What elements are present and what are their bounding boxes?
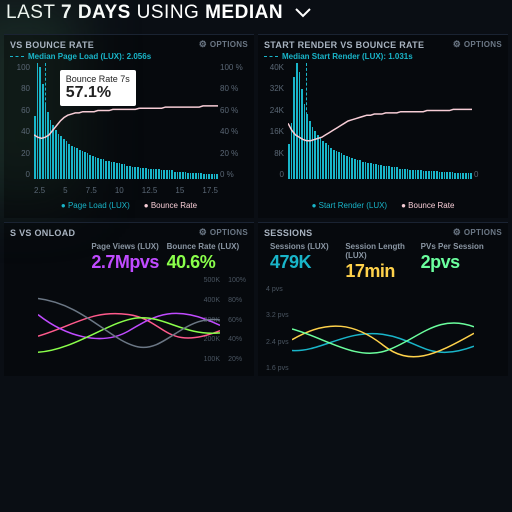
options-button[interactable]: OPTIONS [453,39,502,50]
panel-start-render-bounce: START RENDER VS BOUNCE RATE OPTIONS Medi… [258,34,508,218]
legend: Page Load (LUX) Bounce Rate [10,195,248,214]
panel-onload: S VS ONLOAD OPTIONS Page Views (LUX)2.7M… [4,222,254,376]
metric-col: Bounce Rate (LUX)40.6% [167,242,242,273]
chevron-down-icon[interactable] [295,2,311,24]
tooltip: Bounce Rate 7s 57.1% [60,70,136,106]
panel-title: SESSIONS [264,228,312,238]
chart-bars-line-1: 020406080100 0 %20 %40 %60 %80 %100 % Bo… [10,63,248,195]
chart-curves-3: 20%40%60%80%100% 100K200K300K400K500K [10,277,248,363]
chart-curves-4: 1.6 pvs2.4 pvs3.2 pvs4 pvs [264,286,502,372]
metric-col [16,242,91,243]
metric-col: PVs Per Session2pvs [421,242,496,273]
options-button[interactable]: OPTIONS [199,39,248,50]
chart-bars-line-2: 08K16K24K32K40K 0 [264,63,502,195]
panel-title: VS BOUNCE RATE [10,40,94,50]
median-label: Median Start Render (LUX): 1.031s [264,52,502,61]
metric-col: Session Length (LUX)17min [345,242,420,282]
legend: Start Render (LUX) Bounce Rate [264,195,502,214]
median-label: Median Page Load (LUX): 2.056s [10,52,248,61]
options-button[interactable]: OPTIONS [453,227,502,238]
metric-col: Sessions (LUX)479K [270,242,345,273]
options-button[interactable]: OPTIONS [199,227,248,238]
panel-title: S VS ONLOAD [10,228,75,238]
metric-columns: Page Views (LUX)2.7MpvsBounce Rate (LUX)… [10,240,248,275]
metric-columns: Sessions (LUX)479KSession Length (LUX)17… [264,240,502,284]
panel-page-load-bounce: VS BOUNCE RATE OPTIONS Median Page Load … [4,34,254,218]
panel-title: START RENDER VS BOUNCE RATE [264,40,424,50]
panel-sessions: SESSIONS OPTIONS Sessions (LUX)479KSessi… [258,222,508,376]
metric-col: Page Views (LUX)2.7Mpvs [91,242,166,273]
